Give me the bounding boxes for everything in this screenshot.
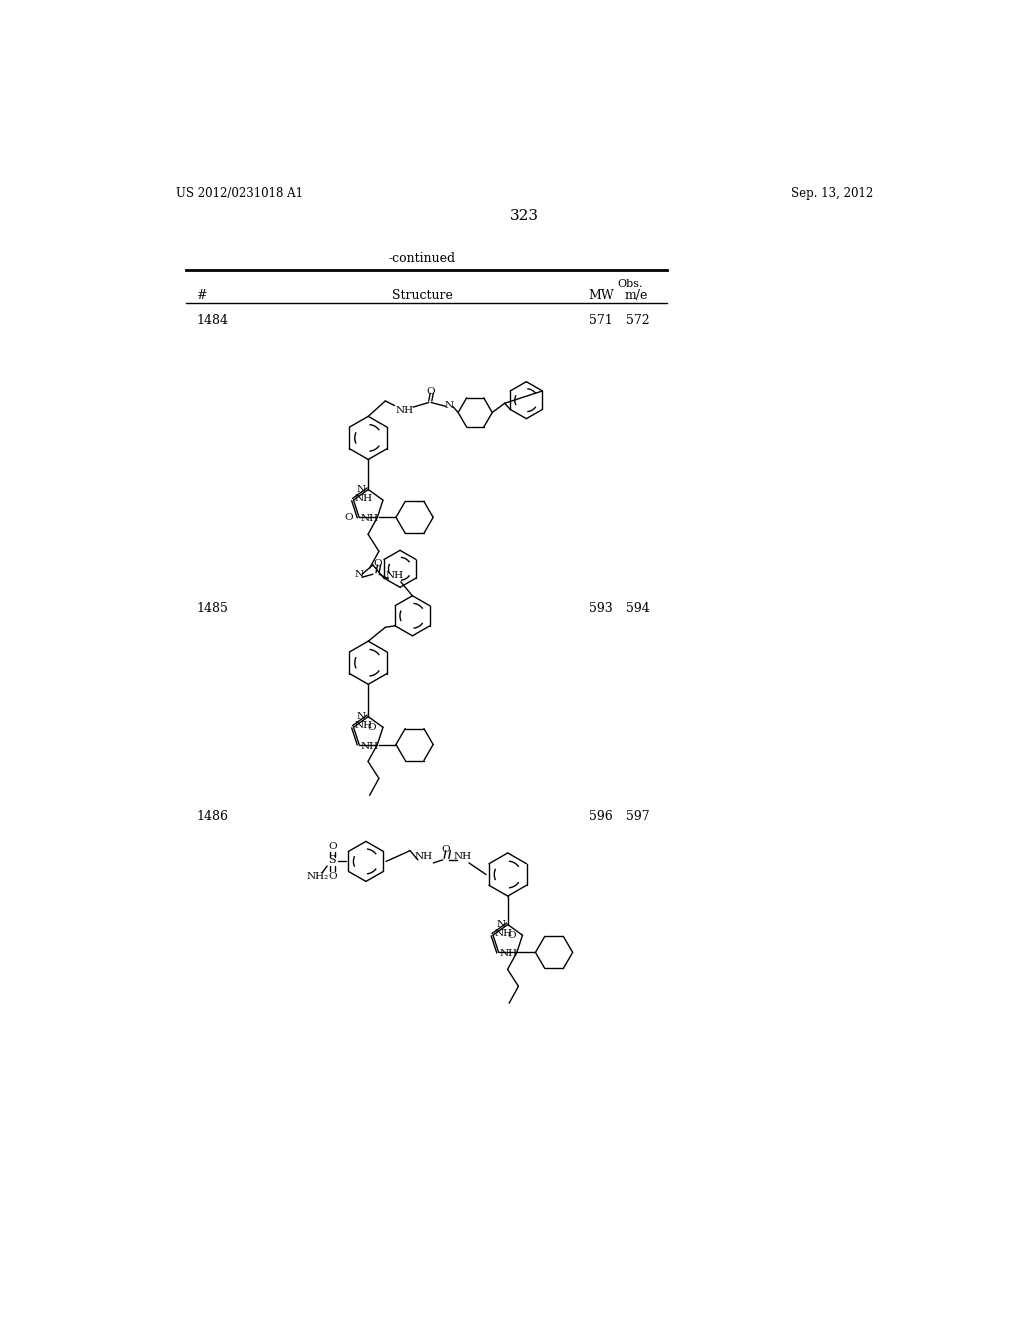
Text: 597: 597 <box>626 810 650 824</box>
Text: -continued: -continued <box>389 252 456 265</box>
Text: N: N <box>354 570 364 579</box>
Text: NH: NH <box>360 742 378 751</box>
Text: 571: 571 <box>589 314 612 326</box>
Text: 593: 593 <box>589 602 612 615</box>
Text: O: O <box>507 931 516 940</box>
Text: O: O <box>441 845 451 854</box>
Text: NH: NH <box>454 853 472 861</box>
Text: N: N <box>444 401 454 411</box>
Text: 1485: 1485 <box>197 602 228 615</box>
Text: 1484: 1484 <box>197 314 228 326</box>
Text: m/e: m/e <box>625 289 648 302</box>
Text: Sep. 13, 2012: Sep. 13, 2012 <box>792 186 873 199</box>
Text: O: O <box>426 387 434 396</box>
Text: US 2012/0231018 A1: US 2012/0231018 A1 <box>176 186 303 199</box>
Text: N: N <box>497 920 505 929</box>
Text: N: N <box>356 484 366 494</box>
Text: 596: 596 <box>589 810 612 824</box>
Text: NH₂: NH₂ <box>307 873 329 882</box>
Text: O: O <box>329 873 337 882</box>
Text: Obs.: Obs. <box>617 279 643 289</box>
Text: O: O <box>373 558 382 568</box>
Text: NH: NH <box>395 405 414 414</box>
Text: S: S <box>328 855 336 865</box>
Text: #: # <box>197 289 207 302</box>
Text: NH: NH <box>354 721 373 730</box>
Text: 572: 572 <box>626 314 650 326</box>
Text: O: O <box>368 723 377 731</box>
Text: NH: NH <box>354 494 373 503</box>
Text: 594: 594 <box>626 602 650 615</box>
Text: O: O <box>344 513 352 521</box>
Text: NH: NH <box>500 949 518 958</box>
Text: 323: 323 <box>510 209 540 223</box>
Text: MW: MW <box>588 289 613 302</box>
Text: N: N <box>356 713 366 721</box>
Text: O: O <box>329 842 337 850</box>
Text: NH: NH <box>386 572 403 581</box>
Text: NH: NH <box>494 929 512 939</box>
Text: NH: NH <box>360 515 378 524</box>
Text: 1486: 1486 <box>197 810 228 824</box>
Text: NH: NH <box>415 853 433 861</box>
Text: Structure: Structure <box>392 289 453 302</box>
